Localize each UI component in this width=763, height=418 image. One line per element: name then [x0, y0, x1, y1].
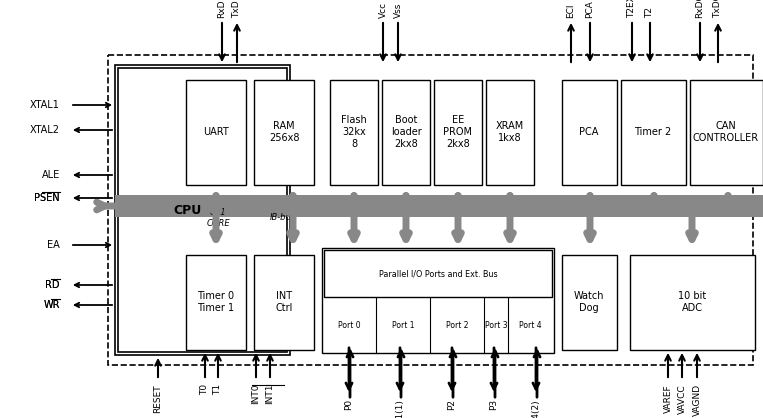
Text: RD: RD — [46, 280, 60, 290]
Text: T1: T1 — [214, 384, 223, 395]
Text: Port 1: Port 1 — [391, 321, 414, 329]
Text: RAM
256x8: RAM 256x8 — [269, 121, 299, 143]
Text: EE
PROM
2kx8: EE PROM 2kx8 — [443, 115, 472, 149]
Text: CAN
CONTROLLER: CAN CONTROLLER — [693, 121, 759, 143]
Text: RD: RD — [46, 280, 60, 290]
Bar — [118, 68, 287, 352]
Text: IB-bus: IB-bus — [270, 214, 296, 222]
Bar — [330, 80, 378, 185]
Text: P0: P0 — [345, 399, 353, 410]
Text: CPU: CPU — [173, 204, 201, 217]
Text: VAREF: VAREF — [664, 384, 672, 413]
Text: Port 0: Port 0 — [338, 321, 360, 329]
Bar — [324, 250, 552, 297]
Text: RxDC: RxDC — [696, 0, 704, 18]
Text: XTAL2: XTAL2 — [30, 125, 60, 135]
Text: Timer 2: Timer 2 — [634, 127, 671, 137]
Text: TxDC: TxDC — [713, 0, 723, 18]
Bar — [186, 255, 246, 350]
Text: Vcc: Vcc — [378, 2, 388, 18]
Text: XTAL1: XTAL1 — [30, 100, 60, 110]
Text: ECI: ECI — [566, 3, 575, 18]
Text: Timer 0
Timer 1: Timer 0 Timer 1 — [198, 291, 234, 313]
Text: RESET: RESET — [153, 384, 163, 413]
Text: P3: P3 — [490, 399, 498, 410]
Text: Port 2: Port 2 — [446, 321, 468, 329]
Text: INT1: INT1 — [266, 384, 275, 405]
Text: C51
CORE: C51 CORE — [206, 208, 230, 228]
Text: WR: WR — [43, 300, 60, 310]
Text: P1(1): P1(1) — [395, 399, 404, 418]
Text: VAVCC: VAVCC — [678, 384, 687, 414]
Bar — [562, 80, 617, 185]
Bar — [621, 80, 686, 185]
Bar — [690, 80, 763, 185]
Text: VAGND: VAGND — [693, 384, 701, 416]
Bar — [115, 65, 290, 355]
Text: UART: UART — [203, 127, 229, 137]
Bar — [434, 80, 482, 185]
Text: Port 4: Port 4 — [519, 321, 541, 329]
Text: T2EX: T2EX — [627, 0, 636, 18]
Text: Boot
loader
2kx8: Boot loader 2kx8 — [391, 115, 421, 149]
Bar — [486, 80, 534, 185]
Text: XRAM
1kx8: XRAM 1kx8 — [496, 121, 524, 143]
Text: INT
Ctrl: INT Ctrl — [275, 291, 293, 313]
Bar — [186, 80, 246, 185]
Text: Parallel I/O Ports and Ext. Bus: Parallel I/O Ports and Ext. Bus — [378, 270, 497, 279]
Bar — [108, 55, 753, 365]
Text: P2: P2 — [448, 399, 456, 410]
Text: INT0: INT0 — [252, 384, 260, 405]
Bar — [254, 80, 314, 185]
Bar — [115, 195, 763, 217]
Text: ALE: ALE — [42, 170, 60, 180]
Bar — [382, 80, 430, 185]
Text: Port 3: Port 3 — [485, 321, 507, 329]
Text: PSEN: PSEN — [34, 193, 60, 203]
Text: Watch
Dog: Watch Dog — [574, 291, 604, 313]
Text: P4(2): P4(2) — [532, 399, 540, 418]
Text: TxD: TxD — [233, 0, 242, 18]
Text: PCA: PCA — [579, 127, 599, 137]
Text: 10 bit
ADC: 10 bit ADC — [678, 291, 706, 313]
Text: PCA: PCA — [585, 0, 594, 18]
Text: T2: T2 — [645, 7, 655, 18]
Text: T0: T0 — [201, 384, 210, 395]
Text: RxD: RxD — [217, 0, 227, 18]
Bar — [630, 255, 755, 350]
Text: Flash
32kx
8: Flash 32kx 8 — [341, 115, 367, 149]
Bar — [322, 248, 554, 353]
Text: PSEN: PSEN — [34, 193, 60, 203]
Text: EA: EA — [47, 240, 60, 250]
Bar — [562, 255, 617, 350]
Bar — [254, 255, 314, 350]
Text: WR: WR — [43, 300, 60, 310]
Text: Vss: Vss — [394, 3, 403, 18]
